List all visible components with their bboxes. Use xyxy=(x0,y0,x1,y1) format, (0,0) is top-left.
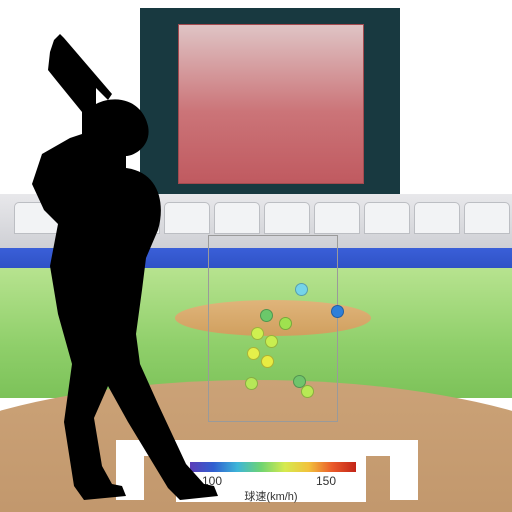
pitch-point xyxy=(265,335,278,348)
seat xyxy=(414,202,460,234)
seat xyxy=(264,202,310,234)
seat xyxy=(364,202,410,234)
batter-silhouette xyxy=(8,34,228,504)
pitch-point xyxy=(261,355,274,368)
pitch-point xyxy=(245,377,258,390)
pitch-point xyxy=(247,347,260,360)
pitch-point xyxy=(331,305,344,318)
pitch-point xyxy=(301,385,314,398)
pitch-point xyxy=(279,317,292,330)
pitch-point xyxy=(295,283,308,296)
batters-box-right xyxy=(390,440,418,500)
chart-stage: 100150 球速(km/h) xyxy=(0,0,512,512)
pitch-point xyxy=(260,309,273,322)
pitch-point xyxy=(251,327,264,340)
legend-tick: 150 xyxy=(316,474,336,488)
seat xyxy=(464,202,510,234)
seat xyxy=(314,202,360,234)
